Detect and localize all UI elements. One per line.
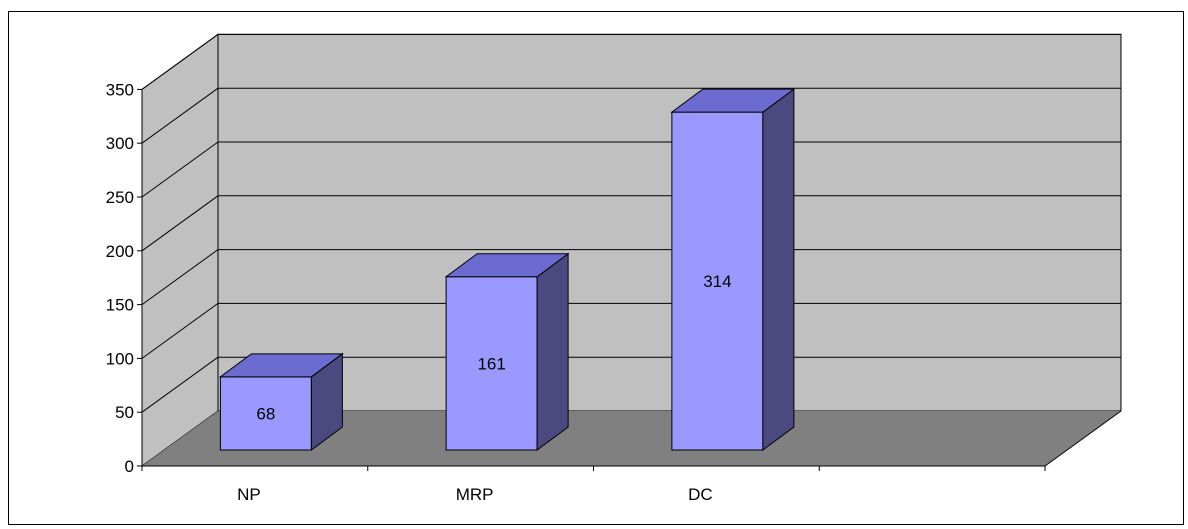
- floor-right-edge: [1044, 410, 1122, 467]
- bar-top: [218, 353, 344, 378]
- bar-side: [762, 88, 795, 451]
- bar-side: [536, 252, 569, 451]
- chart-walls: [141, 33, 1122, 467]
- side-wall: [141, 33, 219, 467]
- bar-top: [670, 88, 796, 113]
- y-tick-label: 350: [106, 80, 134, 99]
- bar-1: [218, 352, 344, 451]
- y-tick-label: 200: [106, 242, 134, 261]
- y-axis-tick-labels: 0 50 100 150 200 250 300 350: [106, 80, 134, 476]
- gridline-side: [141, 141, 219, 198]
- y-tick-label: 300: [106, 134, 134, 153]
- data-label: 68: [256, 404, 275, 423]
- bar-2: [444, 252, 570, 451]
- axes: [137, 88, 1122, 471]
- gridline-side: [141, 33, 219, 90]
- data-label: 161: [477, 354, 505, 373]
- gridlines: [141, 33, 1121, 413]
- gridline-side: [141, 87, 219, 144]
- y-tick-label: 150: [106, 296, 134, 315]
- y-tick-label: 100: [106, 349, 134, 368]
- gridline-side: [141, 302, 219, 359]
- bar-3: [670, 88, 796, 451]
- x-axis-tick-labels: NP MRP DC: [237, 485, 713, 504]
- bar-top: [444, 253, 570, 278]
- back-wall: [217, 33, 1122, 412]
- x-tick-label: MRP: [456, 485, 494, 504]
- gridline-side: [141, 249, 219, 306]
- y-tick-label: 0: [125, 457, 134, 476]
- x-tick-label: NP: [237, 485, 261, 504]
- gridline-side: [141, 356, 219, 413]
- y-tick-label: 50: [115, 403, 134, 422]
- data-labels: 68 161 314: [256, 272, 731, 423]
- floor: [142, 411, 1121, 466]
- x-tick-label: DC: [688, 485, 713, 504]
- y-tick-label: 250: [106, 188, 134, 207]
- bars: [218, 88, 796, 451]
- data-label: 314: [703, 272, 731, 291]
- gridline-side: [141, 195, 219, 252]
